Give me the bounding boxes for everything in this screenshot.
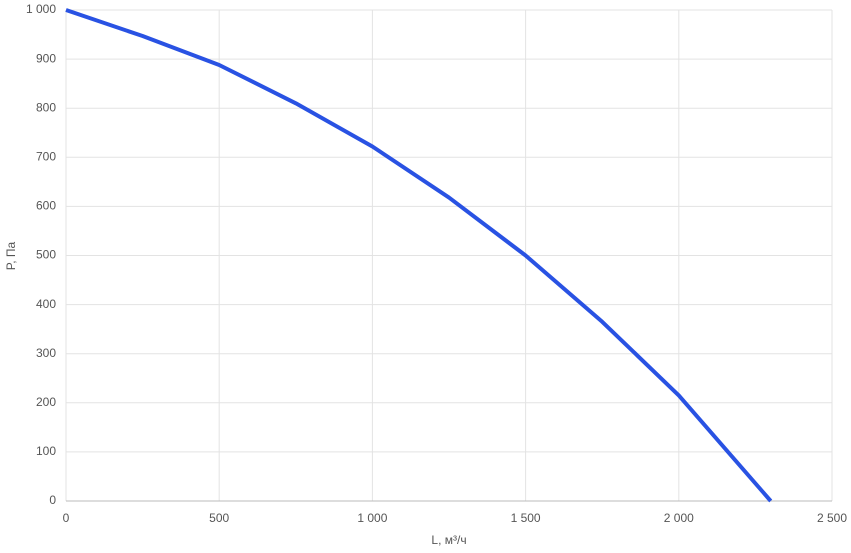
y-tick-label: 700 [36, 149, 56, 163]
y-tick-label: 600 [36, 199, 56, 213]
y-tick-label: 300 [36, 346, 56, 360]
y-tick-label: 900 [36, 51, 56, 65]
x-axis-label: L, м³/ч [431, 533, 466, 547]
y-tick-label: 0 [49, 493, 56, 507]
y-tick-label: 100 [36, 444, 56, 458]
x-tick-label: 1 500 [511, 511, 541, 525]
x-tick-label: 2 000 [664, 511, 694, 525]
y-tick-label: 400 [36, 297, 56, 311]
y-axis-label: P, Па [4, 241, 18, 270]
x-tick-label: 2 500 [817, 511, 847, 525]
x-tick-label: 500 [209, 511, 229, 525]
y-tick-label: 200 [36, 395, 56, 409]
y-tick-label: 500 [36, 248, 56, 262]
x-tick-label: 0 [63, 511, 70, 525]
x-tick-label: 1 000 [357, 511, 387, 525]
y-tick-label: 1 000 [26, 2, 56, 16]
y-tick-label: 800 [36, 100, 56, 114]
line [65, 8, 773, 503]
